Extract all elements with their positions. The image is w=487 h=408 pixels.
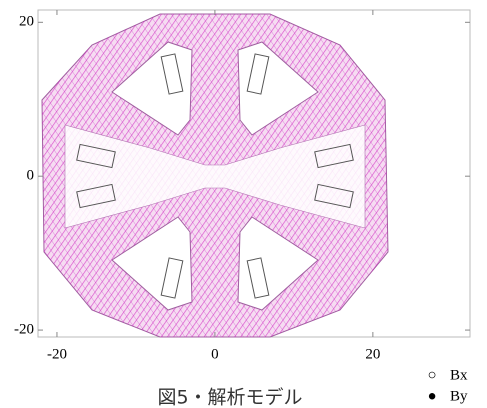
legend-symbol: ● — [427, 388, 436, 404]
figure: 図5・解析モデル ○ Bx ● By -20 0 20 -20 0 20 — [0, 0, 487, 408]
model — [42, 14, 388, 337]
legend-label: By — [450, 388, 468, 404]
y-tick-label: -20 — [14, 322, 34, 338]
x-tick-label: -20 — [47, 346, 67, 362]
legend-symbol: ○ — [427, 367, 436, 383]
y-tick-label: 0 — [27, 168, 35, 184]
legend-label: Bx — [450, 367, 468, 383]
x-tick-label: 20 — [365, 346, 380, 362]
caption: 図5・解析モデル — [157, 387, 302, 408]
x-tick-label: 0 — [211, 346, 219, 362]
y-tick-label: 20 — [19, 14, 34, 30]
